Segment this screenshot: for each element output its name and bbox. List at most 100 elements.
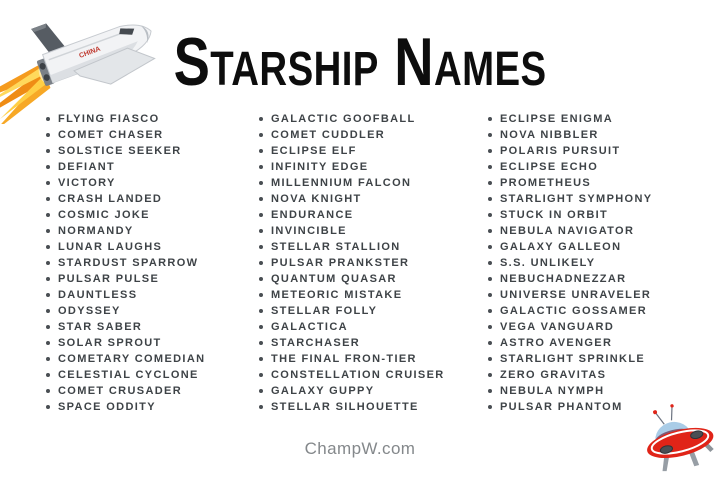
bullet-icon: [488, 229, 492, 233]
bullet-icon: [259, 325, 263, 329]
starship-name: COMETARY COMEDIAN: [58, 353, 206, 365]
bullet-icon: [488, 261, 492, 265]
list-item: NEBULA NYMPH: [488, 383, 652, 399]
bullet-icon: [46, 325, 50, 329]
list-item: NORMANDY: [46, 223, 205, 239]
bullet-icon: [259, 405, 263, 409]
list-item: STELLAR SILHOUETTE: [259, 399, 445, 415]
list-item: COMET CHASER: [46, 127, 205, 143]
list-item: STELLAR FOLLY: [259, 303, 445, 319]
list-item: ECLIPSE ELF: [259, 143, 445, 159]
list-item: GALACTIC GOSSAMER: [488, 303, 652, 319]
starship-name: SPACE ODDITY: [58, 401, 156, 413]
list-item: FLYING FIASCO: [46, 111, 205, 127]
starship-name: STAR SABER: [58, 321, 143, 333]
bullet-icon: [46, 245, 50, 249]
bullet-icon: [46, 197, 50, 201]
list-item: GALACTICA: [259, 319, 445, 335]
list-item: DAUNTLESS: [46, 287, 205, 303]
bullet-icon: [46, 341, 50, 345]
list-item: STUCK IN ORBIT: [488, 207, 652, 223]
bullet-icon: [259, 165, 263, 169]
bullet-icon: [488, 277, 492, 281]
bullet-icon: [488, 309, 492, 313]
starship-name: COMET CRUSADER: [58, 385, 183, 397]
bullet-icon: [488, 341, 492, 345]
list-item: SOLSTICE SEEKER: [46, 143, 205, 159]
starship-name: THE FINAL FRON-TIER: [271, 353, 417, 365]
list-item: ZERO GRAVITAS: [488, 367, 652, 383]
bullet-icon: [488, 373, 492, 377]
bullet-icon: [259, 133, 263, 137]
bullet-icon: [46, 181, 50, 185]
bullet-icon: [259, 197, 263, 201]
starship-name: MILLENNIUM FALCON: [271, 177, 412, 189]
starship-name: GALAXY GALLEON: [500, 241, 622, 253]
bullet-icon: [46, 229, 50, 233]
bullet-icon: [46, 165, 50, 169]
starship-name: VICTORY: [58, 177, 116, 189]
list-item: PROMETHEUS: [488, 175, 652, 191]
list-item: POLARIS PURSUIT: [488, 143, 652, 159]
list-item: ODYSSEY: [46, 303, 205, 319]
bullet-icon: [46, 213, 50, 217]
bullet-icon: [259, 277, 263, 281]
list-item: THE FINAL FRON-TIER: [259, 351, 445, 367]
bullet-icon: [488, 165, 492, 169]
starship-name: NORMANDY: [58, 225, 134, 237]
starship-name: LUNAR LAUGHS: [58, 241, 163, 253]
starship-name: UNIVERSE UNRAVELER: [500, 289, 652, 301]
list-item: NOVA KNIGHT: [259, 191, 445, 207]
list-item: COMETARY COMEDIAN: [46, 351, 205, 367]
bullet-icon: [488, 213, 492, 217]
starship-name: NOVA NIBBLER: [500, 129, 599, 141]
bullet-icon: [259, 213, 263, 217]
bullet-icon: [488, 357, 492, 361]
starship-name: QUANTUM QUASAR: [271, 273, 397, 285]
starship-name: NEBULA NYMPH: [500, 385, 605, 397]
list-item: ASTRO AVENGER: [488, 335, 652, 351]
starship-name: METEORIC MISTAKE: [271, 289, 403, 301]
starship-name: STARLIGHT SYMPHONY: [500, 193, 653, 205]
list-item: PULSAR PHANTOM: [488, 399, 652, 415]
bullet-icon: [488, 149, 492, 153]
starship-name: INVINCIBLE: [271, 225, 347, 237]
list-item: CELESTIAL CYCLONE: [46, 367, 205, 383]
bullet-icon: [259, 181, 263, 185]
starship-name: STELLAR SILHOUETTE: [271, 401, 419, 413]
list-item: LUNAR LAUGHS: [46, 239, 205, 255]
starship-name: NEBUCHADNEZZAR: [500, 273, 627, 285]
starship-name: STELLAR STALLION: [271, 241, 401, 253]
bullet-icon: [488, 181, 492, 185]
bullet-icon: [259, 293, 263, 297]
bullet-icon: [46, 357, 50, 361]
list-item: NEBULA NAVIGATOR: [488, 223, 652, 239]
starship-name: NOVA KNIGHT: [271, 193, 362, 205]
list-item: PULSAR PRANKSTER: [259, 255, 445, 271]
list-item: ECLIPSE ECHO: [488, 159, 652, 175]
starship-name: SOLAR SPROUT: [58, 337, 162, 349]
bullet-icon: [46, 309, 50, 313]
starship-name: COSMIC JOKE: [58, 209, 150, 221]
bullet-icon: [259, 341, 263, 345]
list-item: COSMIC JOKE: [46, 207, 205, 223]
starship-name: DAUNTLESS: [58, 289, 138, 301]
starship-name: ENDURANCE: [271, 209, 354, 221]
space-shuttle-icon: CHINA: [0, 23, 156, 124]
bullet-icon: [488, 245, 492, 249]
starship-name: GALACTIC GOOFBALL: [271, 113, 416, 125]
bullet-icon: [46, 149, 50, 153]
starship-name: VEGA VANGUARD: [500, 321, 615, 333]
starship-name: DEFIANT: [58, 161, 116, 173]
starship-name: ECLIPSE ECHO: [500, 161, 599, 173]
list-item: STARLIGHT SPRINKLE: [488, 351, 652, 367]
bullet-icon: [488, 389, 492, 393]
starship-name: PULSAR PULSE: [58, 273, 160, 285]
list-item: SPACE ODDITY: [46, 399, 205, 415]
bullet-icon: [46, 405, 50, 409]
starship-name: POLARIS PURSUIT: [500, 145, 621, 157]
bullet-icon: [488, 325, 492, 329]
starship-name: ODYSSEY: [58, 305, 121, 317]
list-item: S.S. UNLIKELY: [488, 255, 652, 271]
starship-name: ZERO GRAVITAS: [500, 369, 607, 381]
